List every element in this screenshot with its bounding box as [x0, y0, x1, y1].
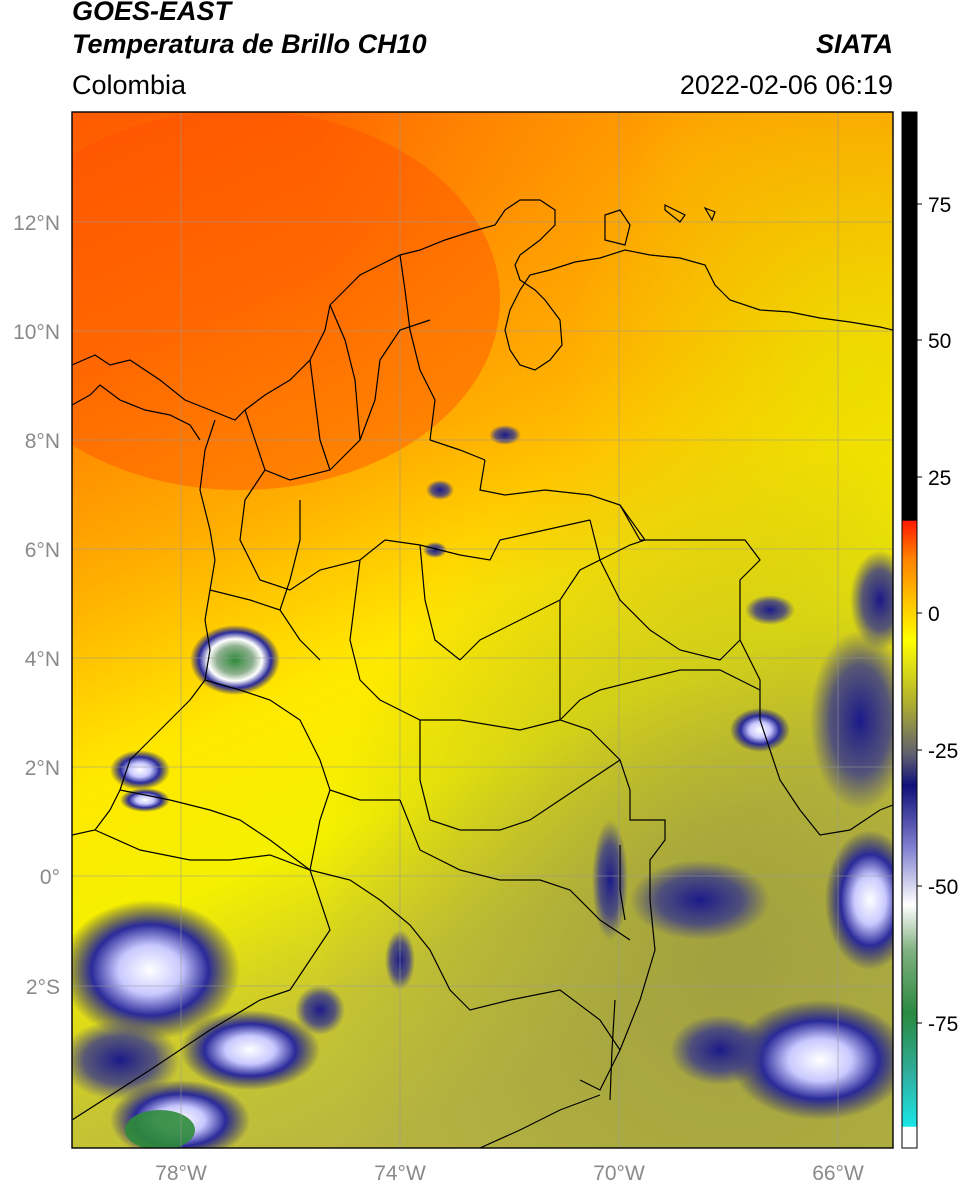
lon-tick-label: 66°W [812, 1162, 864, 1185]
satellite-title: GOES-EAST [72, 0, 232, 26]
lat-tick-label: 4°N [25, 648, 60, 671]
colorbar-tick-label: 0 [928, 603, 940, 626]
country-borders [72, 199, 893, 1148]
region-label: Colombia [72, 70, 187, 100]
product-title: Temperatura de Brillo CH10 [72, 29, 427, 59]
longitude-axis: 78°W 74°W 70°W 66°W [155, 1162, 864, 1185]
datetime-label: 2022-02-06 06:19 [679, 70, 893, 100]
colorbar-tick-label: -25 [928, 740, 958, 763]
lat-tick-label: 6°N [25, 539, 60, 562]
colorbar-tick-label: 75 [928, 194, 951, 217]
colorbar-tick-label: 25 [928, 467, 951, 490]
lat-tick-label: 8°N [25, 430, 60, 453]
lat-tick-label: 10°N [13, 321, 60, 344]
source-label: SIATA [816, 29, 893, 59]
colorbar-tick-label: 50 [928, 330, 951, 353]
colorbar-tick-label: -50 [928, 876, 958, 899]
lon-tick-label: 70°W [593, 1162, 645, 1185]
lat-tick-label: 2°N [25, 757, 60, 780]
lon-tick-label: 78°W [155, 1162, 207, 1185]
colorbar-scale [901, 111, 918, 1149]
map-gridlines [72, 112, 893, 1148]
lon-tick-label: 74°W [374, 1162, 426, 1185]
lat-tick-label: 12°N [13, 212, 60, 235]
colorbar: 75 50 25 0 -25 -50 -75 [901, 111, 958, 1149]
lat-tick-label: 2°S [26, 976, 60, 999]
brightness-temperature-field [72, 112, 893, 1148]
colorbar-tick-label: -75 [928, 1013, 958, 1036]
map-frame [71, 111, 894, 1149]
lat-tick-label: 0° [40, 866, 60, 889]
latitude-axis: 12°N 10°N 8°N 6°N 4°N 2°N 0° 2°S [13, 212, 60, 999]
